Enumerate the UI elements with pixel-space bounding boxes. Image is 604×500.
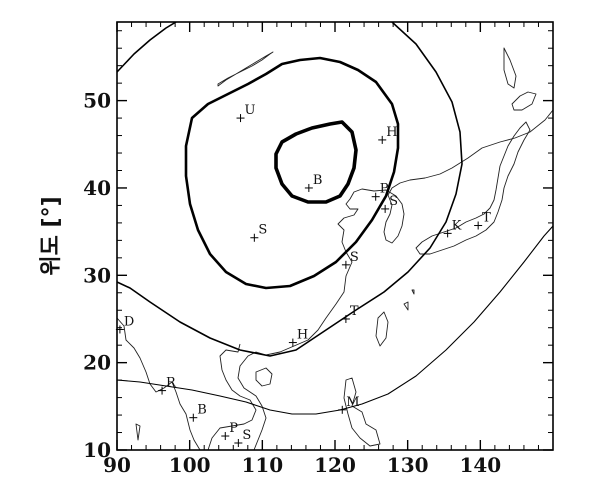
islands-philippines bbox=[343, 377, 381, 447]
map-plot-area bbox=[117, 22, 553, 450]
station-label: B bbox=[313, 173, 323, 188]
x-tick-label: 100 bbox=[169, 453, 211, 477]
plot-frame bbox=[116, 21, 554, 451]
station-label: M bbox=[346, 395, 359, 410]
island-taiwan bbox=[375, 311, 389, 347]
station-marker: P bbox=[371, 182, 389, 201]
y-tick-label: 30 bbox=[83, 263, 111, 287]
station-label: P bbox=[229, 421, 238, 436]
x-tick-label: 140 bbox=[459, 453, 501, 477]
island-hainan bbox=[255, 367, 273, 387]
station-marker: S bbox=[381, 194, 398, 213]
station-marker: T bbox=[341, 304, 359, 323]
station-label: P bbox=[380, 182, 389, 197]
station-label: D bbox=[124, 314, 134, 329]
station-marker: K bbox=[443, 218, 462, 238]
station-label: T bbox=[482, 211, 491, 226]
station-marker: P bbox=[221, 421, 238, 441]
y-tick-label: 50 bbox=[83, 89, 111, 113]
y-tick-label: 20 bbox=[83, 351, 111, 375]
y-tick-label: 10 bbox=[83, 438, 111, 462]
station-marker: R bbox=[158, 376, 177, 395]
lake-baikal bbox=[217, 51, 274, 87]
coastline-japan bbox=[415, 47, 537, 255]
y-axis-title: 위도 [°] bbox=[39, 196, 64, 275]
station-marker: U bbox=[236, 103, 256, 123]
station-marker: S bbox=[250, 223, 267, 242]
station-marker: D bbox=[115, 314, 134, 334]
contours bbox=[117, 22, 553, 415]
station-label: S bbox=[389, 194, 398, 209]
station-label: S bbox=[258, 223, 267, 238]
station-label: H bbox=[297, 328, 308, 343]
station-label: T bbox=[350, 304, 359, 319]
station-label: R bbox=[166, 376, 177, 391]
contour-middle bbox=[184, 56, 400, 290]
station-marker: B bbox=[304, 173, 323, 192]
coastline-indochina bbox=[117, 317, 257, 450]
island-small bbox=[135, 289, 415, 441]
station-label: K bbox=[452, 218, 462, 233]
contour-inner bbox=[274, 120, 358, 204]
station-label: H bbox=[386, 125, 397, 140]
y-axis-ticks: 10 20 30 40 50 bbox=[83, 30, 553, 462]
contour-south bbox=[117, 225, 553, 415]
station-marker: S bbox=[234, 428, 251, 448]
x-tick-label: 110 bbox=[241, 453, 283, 477]
contour-outer bbox=[117, 22, 463, 357]
station-marker: H bbox=[288, 328, 308, 347]
station-label: S bbox=[242, 428, 251, 443]
station-marker: M bbox=[338, 395, 360, 414]
station-marker: H bbox=[378, 125, 398, 144]
x-tick-label: 90 bbox=[103, 453, 131, 477]
y-tick-label: 40 bbox=[83, 176, 111, 200]
station-marker: S bbox=[341, 250, 359, 269]
station-label: U bbox=[245, 103, 256, 118]
station-label: S bbox=[350, 250, 359, 265]
x-tick-label: 130 bbox=[387, 453, 429, 477]
station-label: B bbox=[197, 403, 207, 418]
x-axis-ticks: 90 100 110 120 130 140 bbox=[103, 22, 539, 477]
coastlines bbox=[117, 47, 553, 450]
station-marker: B bbox=[189, 403, 207, 422]
station-marker: T bbox=[474, 211, 491, 230]
x-tick-label: 120 bbox=[314, 453, 356, 477]
